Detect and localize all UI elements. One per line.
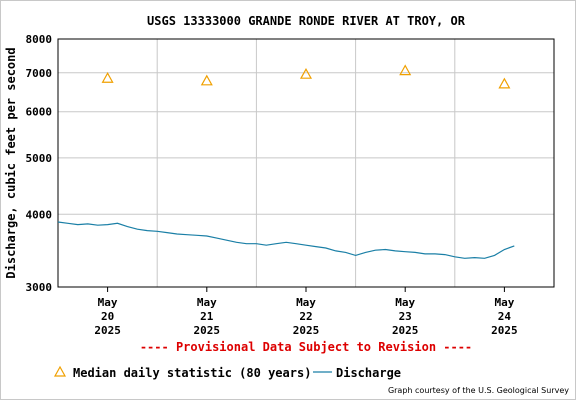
x-tick-label: May bbox=[395, 296, 415, 309]
y-tick-label: 6000 bbox=[26, 106, 53, 119]
y-tick-label: 8000 bbox=[26, 33, 53, 46]
x-tick-label: 2025 bbox=[194, 324, 221, 337]
y-tick-label: 7000 bbox=[26, 67, 53, 80]
x-tick-label: 20 bbox=[101, 310, 114, 323]
x-tick-label: 2025 bbox=[94, 324, 121, 337]
grid bbox=[58, 38, 554, 288]
credit-text: Graph courtesy of the U.S. Geological Su… bbox=[388, 386, 569, 395]
median-triangle-marker bbox=[498, 77, 511, 89]
legend-label-median: Median daily statistic (80 years) bbox=[73, 366, 311, 380]
legend-triangle-icon bbox=[53, 365, 67, 377]
discharge-line bbox=[57, 221, 515, 259]
x-axis-ticks: May202025May212025May222025May232025May2… bbox=[94, 287, 518, 337]
y-axis-label: Discharge, cubic feet per second bbox=[4, 47, 18, 278]
x-tick-label: May bbox=[197, 296, 217, 309]
x-tick-label: 2025 bbox=[293, 324, 320, 337]
x-tick-label: May bbox=[494, 296, 514, 309]
median-triangle-marker bbox=[299, 67, 313, 79]
legend-label-discharge: Discharge bbox=[336, 366, 401, 380]
y-tick-label: 3000 bbox=[26, 281, 53, 294]
provisional-annotation: ---- Provisional Data Subject to Revisio… bbox=[140, 340, 472, 354]
y-axis-ticks: 3000 4000 5000 6000 7000 8000 bbox=[26, 33, 53, 294]
x-tick-label: 2025 bbox=[392, 324, 419, 337]
chart-title: USGS 13333000 GRANDE RONDE RIVER AT TROY… bbox=[147, 14, 466, 28]
x-tick-label: May bbox=[296, 296, 316, 309]
median-triangle-marker bbox=[399, 64, 412, 76]
x-tick-label: 21 bbox=[200, 310, 214, 323]
series bbox=[57, 64, 515, 259]
plot-area bbox=[57, 38, 555, 288]
x-tick-label: 23 bbox=[399, 310, 412, 323]
median-triangle-marker bbox=[200, 74, 213, 86]
y-tick-label: 4000 bbox=[26, 208, 53, 221]
median-triangle-marker bbox=[101, 72, 114, 83]
legend: Median daily statistic (80 years) Discha… bbox=[53, 365, 401, 380]
x-tick-label: 24 bbox=[498, 310, 512, 323]
x-tick-label: 2025 bbox=[491, 324, 518, 337]
y-tick-label: 5000 bbox=[26, 152, 53, 165]
x-tick-label: 22 bbox=[299, 310, 312, 323]
x-tick-label: May bbox=[98, 296, 118, 309]
